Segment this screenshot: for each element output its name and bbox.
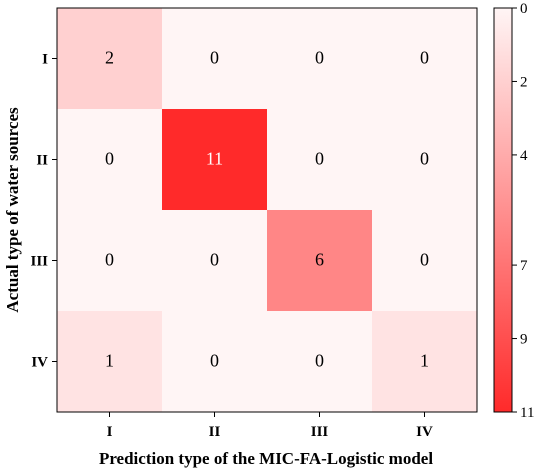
heatmap-cell: [57, 311, 162, 412]
y-tick-label: III: [30, 254, 48, 270]
heatmap-cell: [162, 311, 267, 412]
heatmap-cell: [372, 8, 477, 109]
cell-value-label: 0: [420, 250, 429, 270]
colorbar-tick-label: 0: [520, 1, 528, 17]
cell-value-label: 1: [105, 351, 114, 371]
y-tick-label: IV: [31, 355, 48, 371]
cell-value-label: 2: [105, 48, 114, 68]
colorbar-tick-label: 4: [520, 148, 528, 164]
cell-value-label: 0: [315, 48, 324, 68]
x-tick-label: IV: [416, 424, 433, 440]
heatmap-cell: [162, 109, 267, 210]
cell-value-label: 6: [315, 250, 324, 270]
cell-value-label: 0: [210, 351, 219, 371]
heatmap-cell: [57, 210, 162, 311]
cell-value-label: 0: [105, 149, 114, 169]
heatmap-cell: [57, 109, 162, 210]
colorbar-tick-label: 9: [520, 332, 528, 348]
y-tick-label: I: [42, 52, 48, 68]
plot-frame: [56, 7, 478, 413]
heatmap-cell: [162, 210, 267, 311]
cell-value-label: 0: [420, 48, 429, 68]
heatmap-cell: [267, 109, 372, 210]
y-tick-label: II: [36, 153, 48, 169]
cell-value-label: 0: [210, 48, 219, 68]
x-tick-label: II: [209, 424, 221, 440]
heatmap-cell: [267, 311, 372, 412]
cell-value-label: 0: [420, 149, 429, 169]
heatmap-cell: [162, 8, 267, 109]
cell-value-label: 0: [315, 149, 324, 169]
colorbar-gradient: [493, 7, 513, 413]
cell-value-label: 0: [105, 250, 114, 270]
x-axis-label: Prediction type of the MIC-FA-Logistic m…: [99, 449, 433, 468]
heatmap-cell: [57, 8, 162, 109]
colorbar-tick-label: 11: [520, 405, 534, 421]
heatmap-cell: [372, 109, 477, 210]
heatmap-cell: [267, 210, 372, 311]
cell-value-label: 1: [420, 351, 429, 371]
heatmap-cell: [372, 311, 477, 412]
cell-value-label: 11: [206, 149, 223, 169]
x-tick-label: I: [107, 424, 113, 440]
heatmap-cell: [267, 8, 372, 109]
heatmap-cell: [372, 210, 477, 311]
colorbar-tick-label: 7: [520, 258, 528, 274]
x-tick-label: III: [311, 424, 329, 440]
y-axis-label: Actual type of water sources: [3, 107, 22, 313]
colorbar: 0 2 4 7 9 11: [493, 1, 534, 421]
cell-value-label: 0: [315, 351, 324, 371]
cell-value-label: 0: [210, 250, 219, 270]
colorbar-tick-label: 2: [520, 74, 528, 90]
